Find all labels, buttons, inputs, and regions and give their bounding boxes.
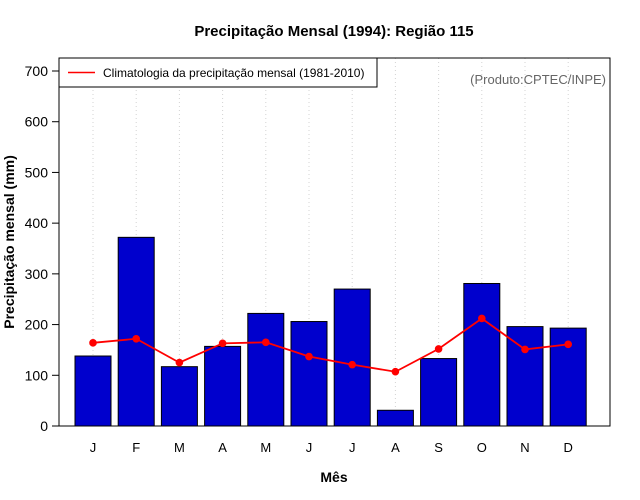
climatology-point-9 [434, 345, 443, 353]
chart-title: Precipitação Mensal (1994): Região 115 [194, 23, 473, 40]
x-tick-label: M [174, 440, 185, 455]
bar-A-8 [376, 409, 414, 427]
x-tick-label: J [90, 440, 97, 455]
bar-A-4 [204, 345, 242, 427]
credit-text: (Produto:CPTEC/INPE) [470, 72, 606, 87]
bar-O-10 [463, 282, 501, 427]
bar-N-11 [506, 326, 544, 427]
climatology-point-12 [564, 340, 572, 349]
x-tick-label: M [260, 440, 271, 455]
climatology-point-3 [175, 358, 184, 367]
y-tick-label: 500 [25, 164, 49, 180]
x-tick-label: A [218, 440, 227, 455]
x-tick-label: J [306, 440, 313, 455]
y-axis-title: Precipitação mensal (mm) [1, 155, 17, 329]
bar-S-9 [420, 358, 458, 427]
climatology-point-1 [89, 339, 97, 347]
y-tick-label: 400 [25, 215, 49, 231]
climatology-point-6 [305, 352, 313, 361]
bar-F-2 [117, 236, 155, 427]
y-axis: 0 100 200 300 400 500 600 700 [25, 63, 59, 434]
x-tick-label: D [564, 440, 573, 455]
x-tick-label: F [132, 440, 140, 455]
climatology-point-11 [521, 345, 529, 354]
y-tick-label: 300 [25, 266, 49, 282]
bar-J-1 [74, 355, 112, 427]
y-tick-label: 200 [25, 317, 49, 333]
climatology-point-7 [348, 360, 357, 369]
bar-J-7 [333, 288, 371, 427]
climatology-line [92, 317, 569, 373]
legend-box [58, 57, 378, 88]
bar-M-5 [247, 312, 285, 427]
x-tick-label: O [477, 440, 487, 455]
legend-label: Climatologia da precipitação mensal (198… [103, 66, 364, 80]
bars-group [74, 236, 587, 427]
climatology-point-2 [132, 334, 140, 343]
climatology-point-10 [478, 314, 486, 323]
x-tick-label: S [434, 440, 443, 455]
climatology-point-8 [391, 367, 400, 376]
x-tick-label: J [349, 440, 356, 455]
x-tick-label: N [520, 440, 529, 455]
x-tick-label: A [391, 440, 400, 455]
y-tick-label: 600 [25, 114, 49, 130]
x-axis-title: Mês [320, 469, 347, 485]
bar-M-3 [160, 366, 198, 427]
y-tick-label: 700 [25, 63, 49, 79]
climatology-point-4 [218, 339, 227, 348]
climatology-line-group [89, 314, 572, 376]
y-tick-label: 0 [40, 418, 48, 434]
legend: Climatologia da precipitação mensal (198… [58, 57, 378, 88]
climatology-point-5 [262, 338, 270, 347]
y-tick-label: 100 [25, 367, 49, 383]
bar-J-6 [290, 321, 328, 427]
